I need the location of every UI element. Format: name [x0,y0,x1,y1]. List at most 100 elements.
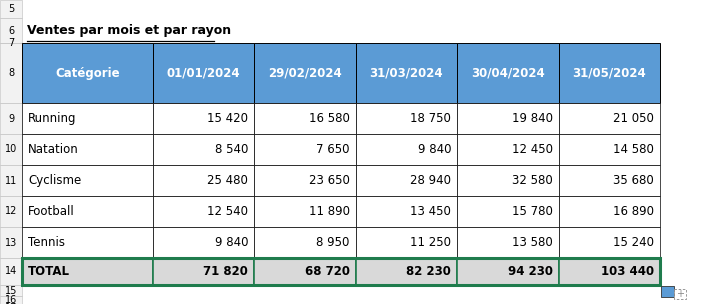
Text: +: + [676,289,684,299]
Bar [254,43,356,103]
Text: 11 250: 11 250 [410,236,451,249]
Text: 35 680: 35 680 [613,174,654,187]
Bar [0,43,22,103]
Bar [457,134,559,165]
Bar [0,18,22,43]
Text: 32 580: 32 580 [512,174,553,187]
Bar [661,286,674,297]
Text: Ventes par mois et par rayon: Ventes par mois et par rayon [27,24,231,37]
Text: 29/02/2024: 29/02/2024 [268,67,342,80]
Bar [22,43,153,103]
Bar [153,43,254,103]
Bar [559,258,660,285]
Bar [0,134,22,165]
Bar [356,134,457,165]
Text: 68 720: 68 720 [305,265,350,278]
Text: 25 480: 25 480 [207,174,248,187]
Bar [356,43,457,103]
Bar [559,43,660,103]
Text: 7 650: 7 650 [316,143,350,156]
Bar [153,103,254,134]
Bar [22,258,660,285]
Text: 17: 17 [5,303,17,304]
Bar [153,134,254,165]
Bar [254,227,356,258]
Text: 14 580: 14 580 [613,143,654,156]
Text: 71 820: 71 820 [204,265,248,278]
Text: 9 840: 9 840 [418,143,451,156]
Bar [559,227,660,258]
Text: 01/01/2024: 01/01/2024 [167,67,241,80]
Text: 31/03/2024: 31/03/2024 [370,67,444,80]
Text: Tennis: Tennis [28,236,65,249]
Bar [457,165,559,196]
Text: Running: Running [28,112,76,125]
Bar [22,103,153,134]
Text: 13 450: 13 450 [410,205,451,218]
Text: 10: 10 [5,144,17,154]
Bar [254,258,356,285]
Bar [559,103,660,134]
Bar [22,258,153,285]
Text: 12 450: 12 450 [511,143,553,156]
Text: 15: 15 [5,285,17,295]
Bar [22,134,153,165]
Text: 19 840: 19 840 [511,112,553,125]
Bar [254,134,356,165]
Text: 16 890: 16 890 [613,205,654,218]
Text: 13: 13 [5,237,17,247]
Text: 103 440: 103 440 [601,265,654,278]
Text: 15 780: 15 780 [512,205,553,218]
Bar [0,103,22,134]
Text: 9: 9 [8,113,14,123]
Text: 8 540: 8 540 [215,143,248,156]
Bar [559,165,660,196]
Bar [22,196,153,227]
Text: 16 580: 16 580 [309,112,350,125]
Bar [254,196,356,227]
Bar [153,196,254,227]
Bar [254,103,356,134]
Text: Natation: Natation [28,143,79,156]
Text: 12 540: 12 540 [207,205,248,218]
Bar [559,196,660,227]
Bar [22,227,153,258]
Text: 21 050: 21 050 [613,112,654,125]
Bar [356,227,457,258]
Bar [0,227,22,258]
Text: Catégorie: Catégorie [55,67,120,80]
Bar [457,227,559,258]
Text: 8: 8 [8,68,14,78]
Text: 15 240: 15 240 [613,236,654,249]
Bar [0,285,22,296]
Bar [0,196,22,227]
Text: 11: 11 [5,175,17,185]
Bar [0,258,22,285]
Bar [356,196,457,227]
Bar [674,289,686,299]
Text: 28 940: 28 940 [410,174,451,187]
Bar [0,165,22,196]
Text: Football: Football [28,205,75,218]
Text: 5: 5 [8,4,14,14]
Text: 11 890: 11 890 [309,205,350,218]
Text: 16: 16 [5,295,17,304]
Text: 94 230: 94 230 [508,265,553,278]
Bar [153,258,254,285]
Text: 12: 12 [5,206,17,216]
Bar [0,0,22,18]
Text: TOTAL: TOTAL [28,265,70,278]
Text: 13 580: 13 580 [512,236,553,249]
Text: 9 840: 9 840 [215,236,248,249]
Text: 15 420: 15 420 [207,112,248,125]
Text: 30/04/2024: 30/04/2024 [471,67,545,80]
Bar [457,103,559,134]
Bar [559,134,660,165]
Bar [457,196,559,227]
Bar [356,103,457,134]
Bar [22,165,153,196]
Text: 31/05/2024: 31/05/2024 [572,67,646,80]
Text: 6: 6 [8,26,14,36]
Text: 7: 7 [8,38,14,48]
Bar [153,227,254,258]
